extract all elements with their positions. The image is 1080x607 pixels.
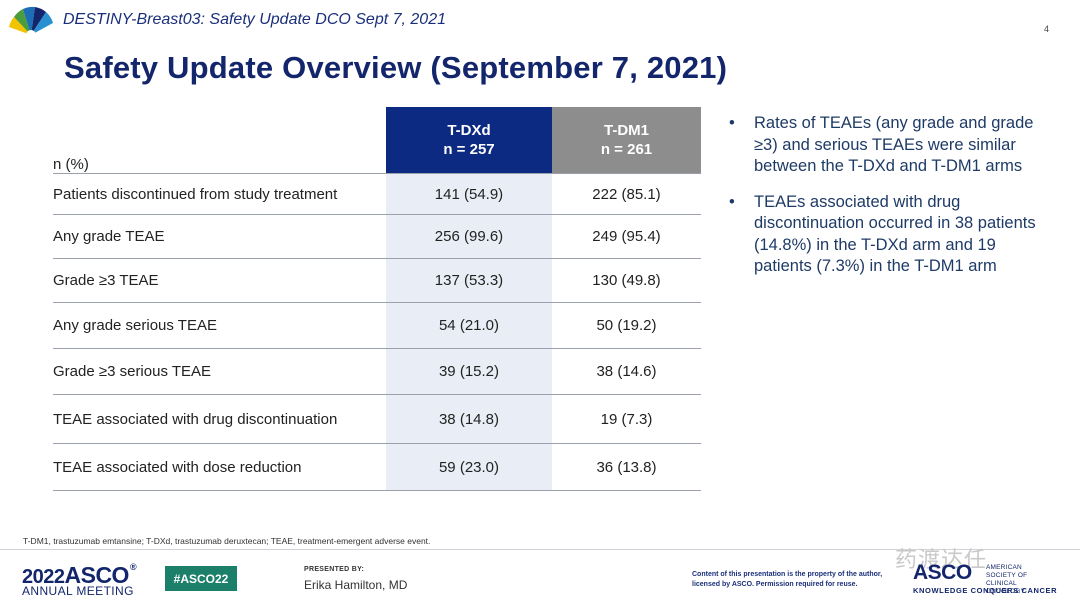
arm-b-value: 50 (19.2) [552,302,701,349]
asco-logo-word: ASCO [913,561,972,584]
arm-b-value: 222 (85.1) [552,173,701,215]
arm-b-value: 36 (13.8) [552,443,701,491]
arm-a-value: 256 (99.6) [386,214,552,259]
table-row: Any grade TEAE 256 (99.6) 249 (95.4) [53,214,701,259]
meeting-name: ASCO [64,562,130,588]
asco-tagline: KNOWLEDGE CONQUERS CANCER [913,586,1058,595]
trademark-icon: ® [129,562,137,572]
arm-b-value: 38 (14.6) [552,348,701,395]
table-row: Grade ≥3 TEAE 137 (53.3) 130 (49.8) [53,258,701,303]
row-label: Any grade TEAE [53,214,386,259]
watermark: 药渡达任 [895,547,988,572]
arm-b-value: 19 (7.3) [552,394,701,444]
table-row: Patients discontinued from study treatme… [53,173,701,215]
row-label: Grade ≥3 TEAE [53,258,386,303]
bullet-dot-icon: • [729,114,735,132]
asco-society-text: AMERICAN SOCIETY OF CLINICAL ONCOLOGY [986,564,1028,595]
arm-a-n: n = 257 [443,141,495,158]
footnote: T-DM1, trastuzumab emtansine; T-DXd, tra… [23,536,431,546]
arm-b-value: 249 (95.4) [552,214,701,259]
arm-a-name: T-DXd [447,122,491,139]
presenter-name: Erika Hamilton, MD [304,578,408,592]
arm-a-value: 54 (21.0) [386,302,552,349]
arm-a-header: T-DXd n = 257 [386,107,552,174]
arm-b-name: T-DM1 [604,122,649,139]
bullet-text: Rates of TEAEs (any grade and grade ≥3) … [754,114,1034,175]
asco-society-name: AMERICAN SOCIETY OF CLINICAL ONCOLOGY [986,564,1050,596]
asco-fan-logo-icon [9,6,53,37]
arm-a-value: 38 (14.8) [386,394,552,444]
bullet-item: • TEAEs associated with drug discontinua… [727,192,1057,278]
row-label: TEAE associated with dose reduction [53,443,386,491]
arm-a-value: 137 (53.3) [386,258,552,303]
meeting-year: 2022 [22,566,65,588]
summary-bullets: • Rates of TEAEs (any grade and grade ≥3… [727,113,1057,292]
arm-b-value: 130 (49.8) [552,258,701,303]
hashtag-badge: #ASCO22 [165,566,237,591]
meeting-logo: 2022ASCO® [22,562,137,589]
content-ownership-note: Content of this presentation is the prop… [692,571,883,588]
footer-divider [0,549,1080,550]
arm-a-value: 59 (23.0) [386,443,552,491]
bullet-item: • Rates of TEAEs (any grade and grade ≥3… [727,113,1057,178]
bullet-text: TEAEs associated with drug discontinuati… [754,192,1036,276]
header-title: DESTINY-Breast03: Safety Update DCO Sept… [63,11,446,28]
row-label: TEAE associated with drug discontinuatio… [53,394,386,444]
safety-table: n (%) T-DXd n = 257 T-DM1 n = 261 Patien… [53,107,701,491]
arm-b-header: T-DM1 n = 261 [552,107,701,174]
row-label: Patients discontinued from study treatme… [53,173,386,215]
row-header-label: n (%) [53,107,386,174]
arm-b-n: n = 261 [600,141,653,158]
bullet-dot-icon: • [729,192,735,211]
meeting-subtitle: ANNUAL MEETING [22,584,134,598]
table-row: Grade ≥3 serious TEAE 39 (15.2) 38 (14.6… [53,348,701,395]
slide-title: Safety Update Overview (September 7, 202… [64,50,728,85]
arm-a-value: 39 (15.2) [386,348,552,395]
table-row: Any grade serious TEAE 54 (21.0) 50 (19.… [53,302,701,349]
presented-by-label: PRESENTED BY: [304,566,365,573]
row-label: Any grade serious TEAE [53,302,386,349]
row-label: Grade ≥3 serious TEAE [53,348,386,395]
table-row: TEAE associated with dose reduction 59 (… [53,443,701,491]
page-number: 4 [1044,24,1050,34]
table-row: TEAE associated with drug discontinuatio… [53,394,701,444]
arm-a-value: 141 (54.9) [386,173,552,215]
